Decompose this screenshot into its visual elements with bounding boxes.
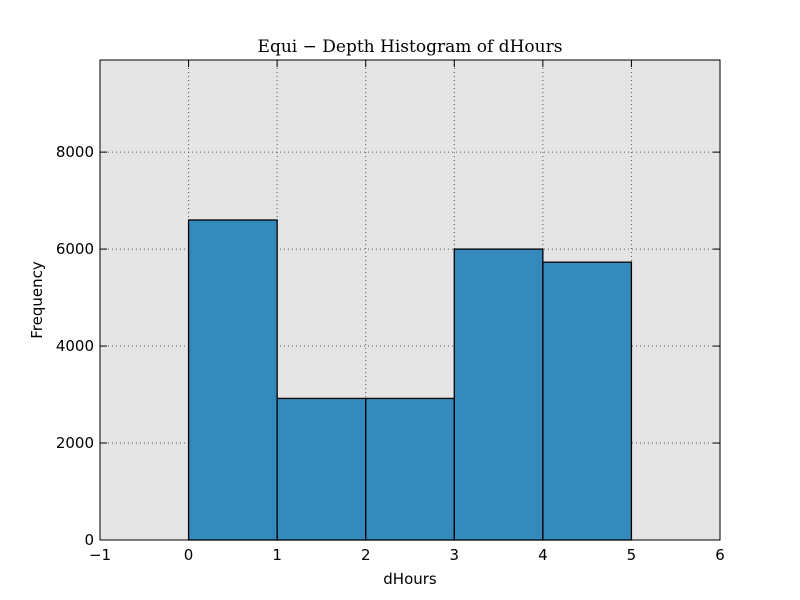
histogram-bars [187, 219, 633, 541]
x-axis-label: dHours [383, 570, 437, 588]
y-axis-ticks: 0 2000 4000 6000 8000 [56, 143, 720, 549]
y-tick-label: 6000 [56, 240, 94, 258]
x-tick-label: 6 [715, 546, 725, 564]
y-tick-label: 0 [84, 531, 94, 549]
chart-title: Equi − Depth Histogram of dHours [258, 37, 563, 57]
y-tick-label: 2000 [56, 434, 94, 452]
x-axis-ticks: −1 0 1 2 3 4 5 6 [89, 60, 725, 564]
plot-frame [99, 59, 721, 541]
histogram-bar-3 [453, 248, 544, 541]
x-tick-label: −1 [89, 546, 111, 564]
x-tick-label: 5 [627, 546, 637, 564]
x-tick-label: 4 [538, 546, 548, 564]
histogram-bar-1 [276, 397, 367, 541]
histogram-bar-0 [187, 219, 278, 541]
x-tick-label: 1 [272, 546, 282, 564]
x-tick-label: 3 [450, 546, 460, 564]
histogram-bar-4 [542, 261, 633, 541]
histogram-bar-2 [365, 397, 455, 541]
y-tick-label: 8000 [56, 143, 94, 161]
x-tick-label: 2 [361, 546, 371, 564]
y-tick-label: 4000 [56, 337, 94, 355]
x-tick-label: 0 [184, 546, 194, 564]
y-axis-label: Frequency [28, 261, 46, 339]
